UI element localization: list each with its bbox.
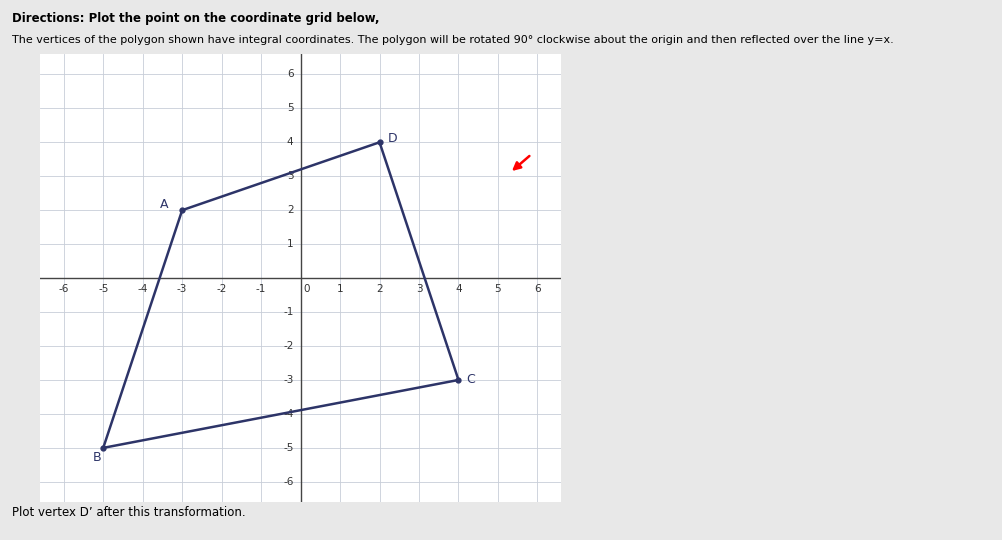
Text: -6: -6: [58, 284, 69, 294]
Text: -3: -3: [177, 284, 187, 294]
Text: Directions: Plot the point on the coordinate grid below,: Directions: Plot the point on the coordi…: [12, 12, 380, 25]
Text: -6: -6: [284, 477, 294, 487]
Text: 2: 2: [376, 284, 383, 294]
Text: 5: 5: [287, 103, 294, 113]
Text: 1: 1: [337, 284, 344, 294]
Text: The vertices of the polygon shown have integral coordinates. The polygon will be: The vertices of the polygon shown have i…: [12, 35, 894, 45]
Text: 4: 4: [455, 284, 462, 294]
Text: Plot vertex D’ after this transformation.: Plot vertex D’ after this transformation…: [12, 507, 245, 519]
Text: 3: 3: [287, 171, 294, 181]
Text: -4: -4: [137, 284, 148, 294]
Text: 4: 4: [287, 137, 294, 147]
Text: 3: 3: [416, 284, 422, 294]
Text: -2: -2: [216, 284, 226, 294]
Text: 5: 5: [495, 284, 501, 294]
Text: -5: -5: [98, 284, 108, 294]
Text: 0: 0: [304, 284, 311, 294]
Text: D: D: [388, 132, 397, 145]
Text: 6: 6: [534, 284, 541, 294]
Text: -3: -3: [284, 375, 294, 385]
Text: -1: -1: [256, 284, 267, 294]
Text: 2: 2: [287, 205, 294, 215]
Text: -4: -4: [284, 409, 294, 419]
Text: B: B: [93, 451, 101, 464]
Text: 1: 1: [287, 239, 294, 249]
Text: C: C: [466, 373, 475, 386]
Text: -2: -2: [284, 341, 294, 351]
Text: -1: -1: [284, 307, 294, 317]
Text: -5: -5: [284, 443, 294, 453]
Text: A: A: [160, 199, 168, 212]
Text: 6: 6: [287, 69, 294, 79]
